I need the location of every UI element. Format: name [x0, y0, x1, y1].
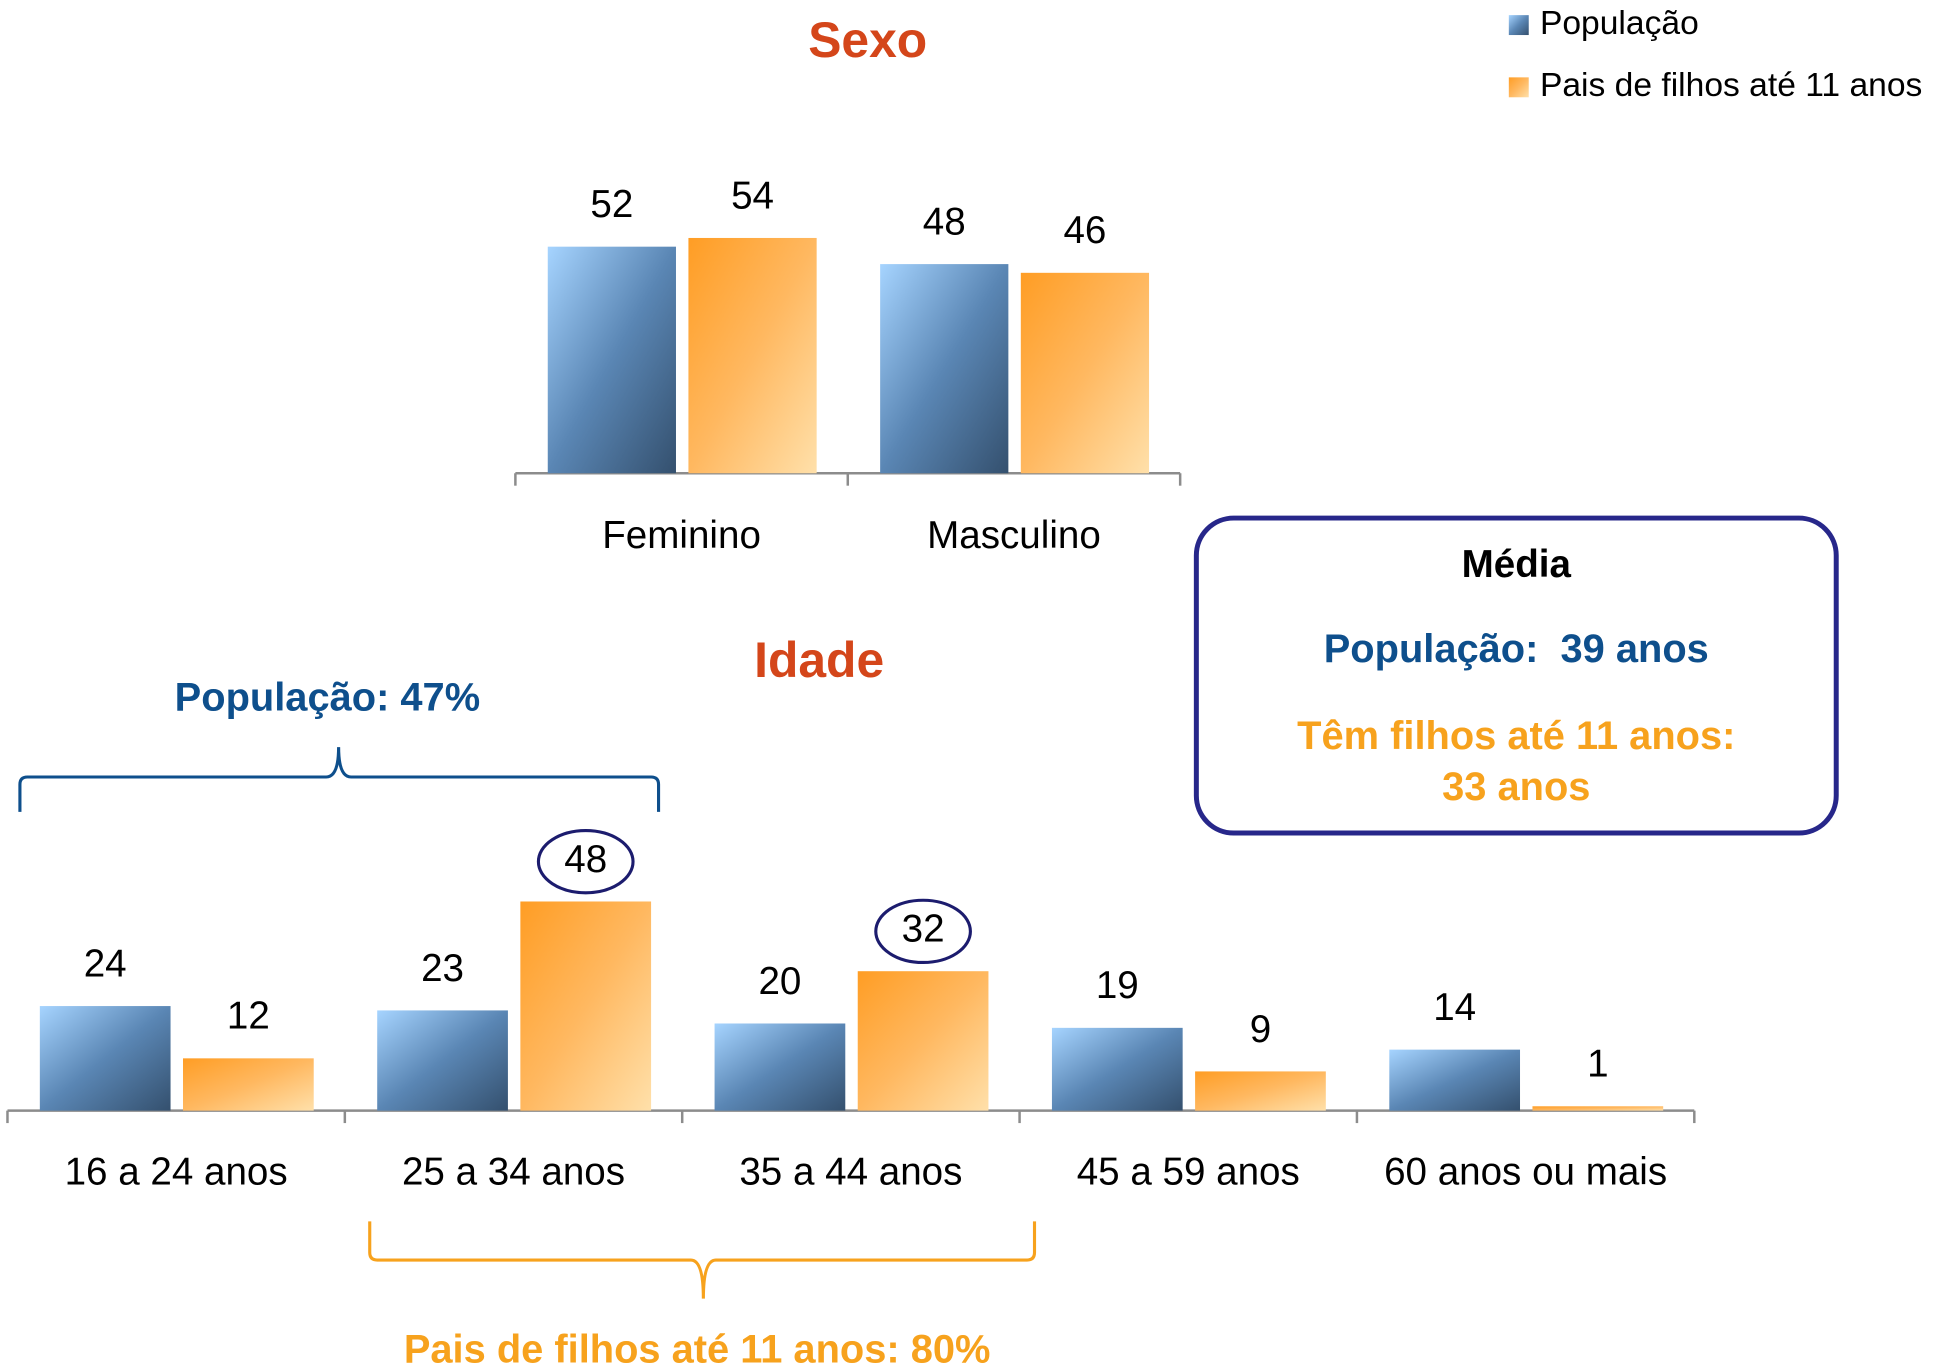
x-tick-label: Feminino — [602, 514, 761, 557]
legend-label: Pais de filhos até 11 anos — [1540, 67, 1922, 104]
x-tick-label: 60 anos ou mais — [1384, 1150, 1667, 1193]
chart-title: Idade — [754, 632, 884, 688]
bar — [714, 1023, 846, 1111]
data-label: 1 — [1587, 1043, 1608, 1086]
data-label: 24 — [84, 942, 127, 985]
x-tick-label: 45 a 59 anos — [1077, 1150, 1300, 1193]
bracket — [368, 1221, 1037, 1299]
box-population: População: 39 anos — [1324, 627, 1709, 671]
bar — [880, 264, 1009, 474]
legend-swatch — [1508, 15, 1529, 36]
bar — [1532, 1106, 1664, 1111]
data-label: 19 — [1096, 964, 1139, 1007]
bar — [520, 901, 652, 1111]
chart-title: Sexo — [808, 12, 927, 68]
data-label: 52 — [590, 183, 633, 226]
bar — [1051, 1027, 1183, 1111]
bracket — [18, 747, 661, 812]
data-label: 54 — [731, 174, 774, 217]
box-frame — [1193, 515, 1839, 836]
data-label: 48 — [564, 838, 607, 881]
highlight-circle — [536, 828, 635, 895]
x-tick-label: 16 a 24 anos — [65, 1150, 288, 1193]
bracket-label: População: 47% — [175, 675, 480, 719]
x-tick-label: 25 a 34 anos — [402, 1150, 625, 1193]
data-label: 20 — [758, 960, 801, 1003]
legend-swatch — [1508, 77, 1529, 98]
bar — [547, 246, 676, 474]
data-label: 23 — [421, 947, 464, 990]
legend-label: População — [1540, 5, 1699, 42]
bar — [1020, 272, 1150, 474]
data-label: 46 — [1063, 209, 1106, 252]
bar — [857, 971, 989, 1111]
bar — [1195, 1071, 1326, 1111]
data-label: 32 — [902, 908, 945, 951]
average-box: Média População: 39 anos Têm filhos até … — [1193, 515, 1839, 836]
bar — [688, 237, 817, 474]
bracket-label: Pais de filhos até 11 anos: 80% — [404, 1328, 991, 1371]
bar — [377, 1010, 508, 1111]
bar — [39, 1006, 171, 1111]
box-parents: Têm filhos até 11 anos: — [1297, 714, 1735, 758]
x-tick-label: Masculino — [927, 514, 1101, 557]
x-tick-label: 35 a 44 anos — [739, 1150, 962, 1193]
box-title: Média — [1462, 543, 1572, 586]
data-label: 48 — [923, 200, 966, 243]
data-label: 14 — [1433, 986, 1476, 1029]
highlight-circle — [874, 898, 972, 965]
data-label: 9 — [1250, 1008, 1271, 1051]
box-parents: 33 anos — [1442, 765, 1590, 809]
data-label: 12 — [227, 995, 270, 1038]
bar — [1389, 1049, 1521, 1111]
bar — [183, 1058, 314, 1111]
